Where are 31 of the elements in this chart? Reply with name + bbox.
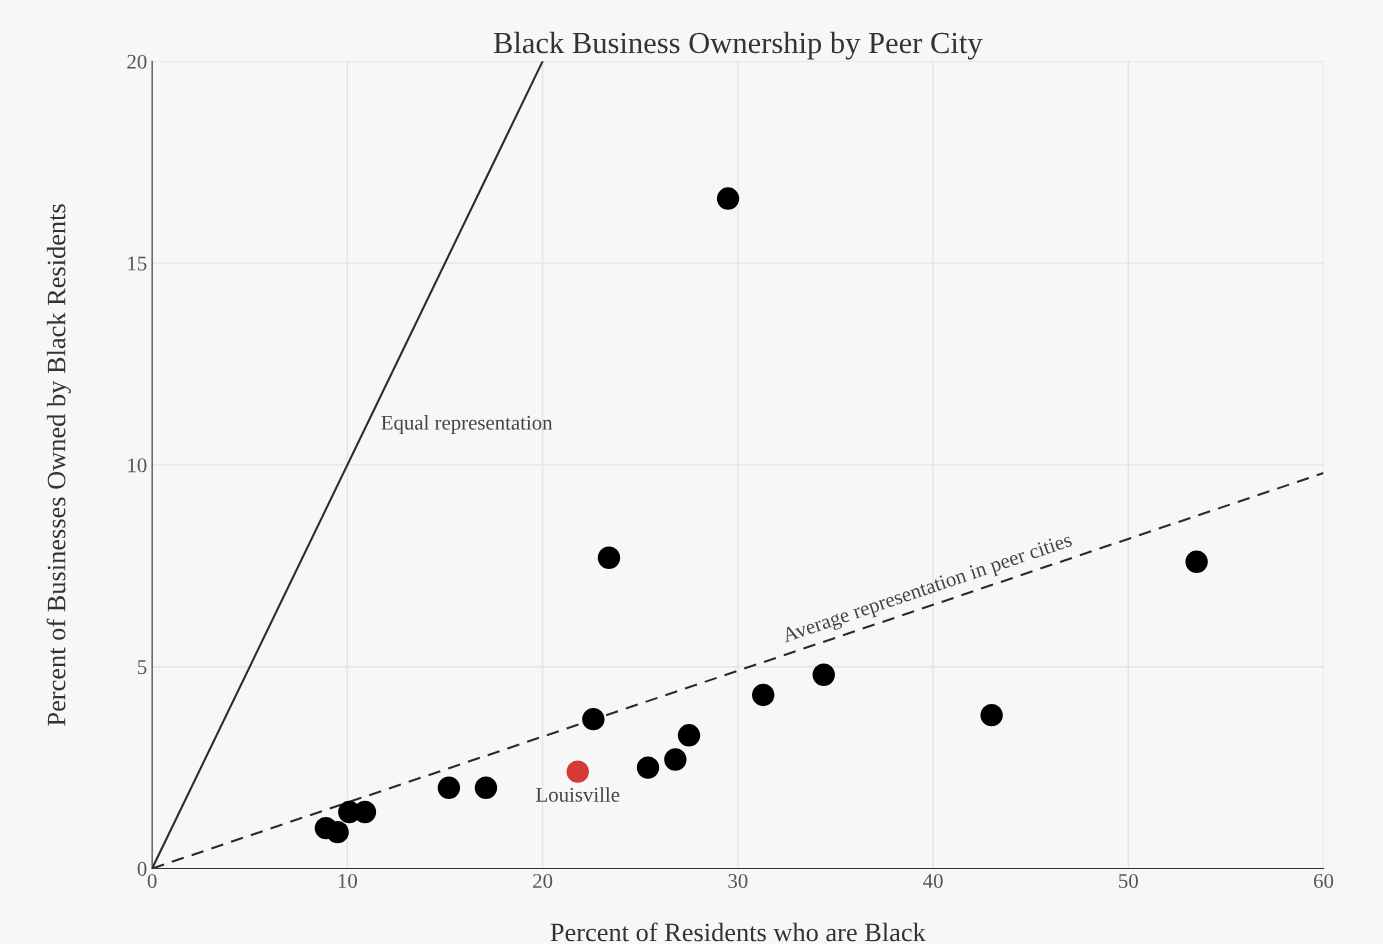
- x-tick-label: 40: [923, 873, 943, 888]
- point: [677, 724, 701, 747]
- x-tick-label: 30: [728, 873, 748, 888]
- point: [636, 756, 660, 779]
- y-tick-label: 20: [127, 54, 147, 69]
- point: [582, 707, 605, 731]
- point: [597, 546, 621, 569]
- x-tick-label: 20: [533, 873, 553, 888]
- y-tick-label: 0: [137, 861, 147, 876]
- point: [980, 703, 1003, 727]
- point: [1185, 550, 1208, 573]
- x-tick-label: 50: [1119, 873, 1138, 888]
- y-tick-label: 10: [128, 458, 147, 473]
- point: [752, 683, 775, 707]
- point: [664, 748, 687, 771]
- point: [437, 776, 461, 799]
- y-tick-label: 5: [138, 660, 147, 675]
- x-tick-label: 60: [1314, 873, 1334, 888]
- y-axis-title: Percent of Businesses Owned by Black Residents: [46, 204, 71, 726]
- point: [812, 663, 835, 686]
- x-tick-label: 10: [338, 873, 357, 888]
- x-tick-label: 0: [147, 873, 157, 888]
- point: [326, 820, 349, 844]
- y-tick-label: 15: [128, 256, 147, 271]
- chart-title: Black Business Ownership by Peer City: [493, 31, 983, 60]
- annotation: Equal representation: [381, 415, 553, 435]
- point: [566, 760, 589, 783]
- point: [716, 187, 740, 210]
- point: [474, 776, 498, 799]
- annotation: Louisville: [536, 787, 620, 802]
- x-axis-title: Percent of Residents who are Black: [550, 922, 926, 942]
